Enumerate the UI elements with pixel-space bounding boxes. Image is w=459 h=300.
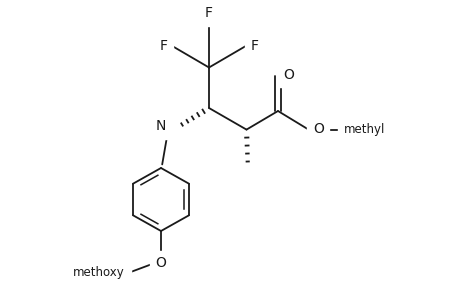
Text: methoxy: methoxy [73, 266, 125, 279]
Text: F: F [205, 6, 213, 20]
Text: O: O [312, 122, 323, 136]
Text: F: F [159, 39, 167, 52]
Text: methyl: methyl [343, 123, 384, 136]
Text: F: F [250, 39, 258, 52]
Text: N: N [156, 119, 166, 133]
Text: O: O [155, 256, 166, 270]
Text: O: O [283, 68, 294, 82]
